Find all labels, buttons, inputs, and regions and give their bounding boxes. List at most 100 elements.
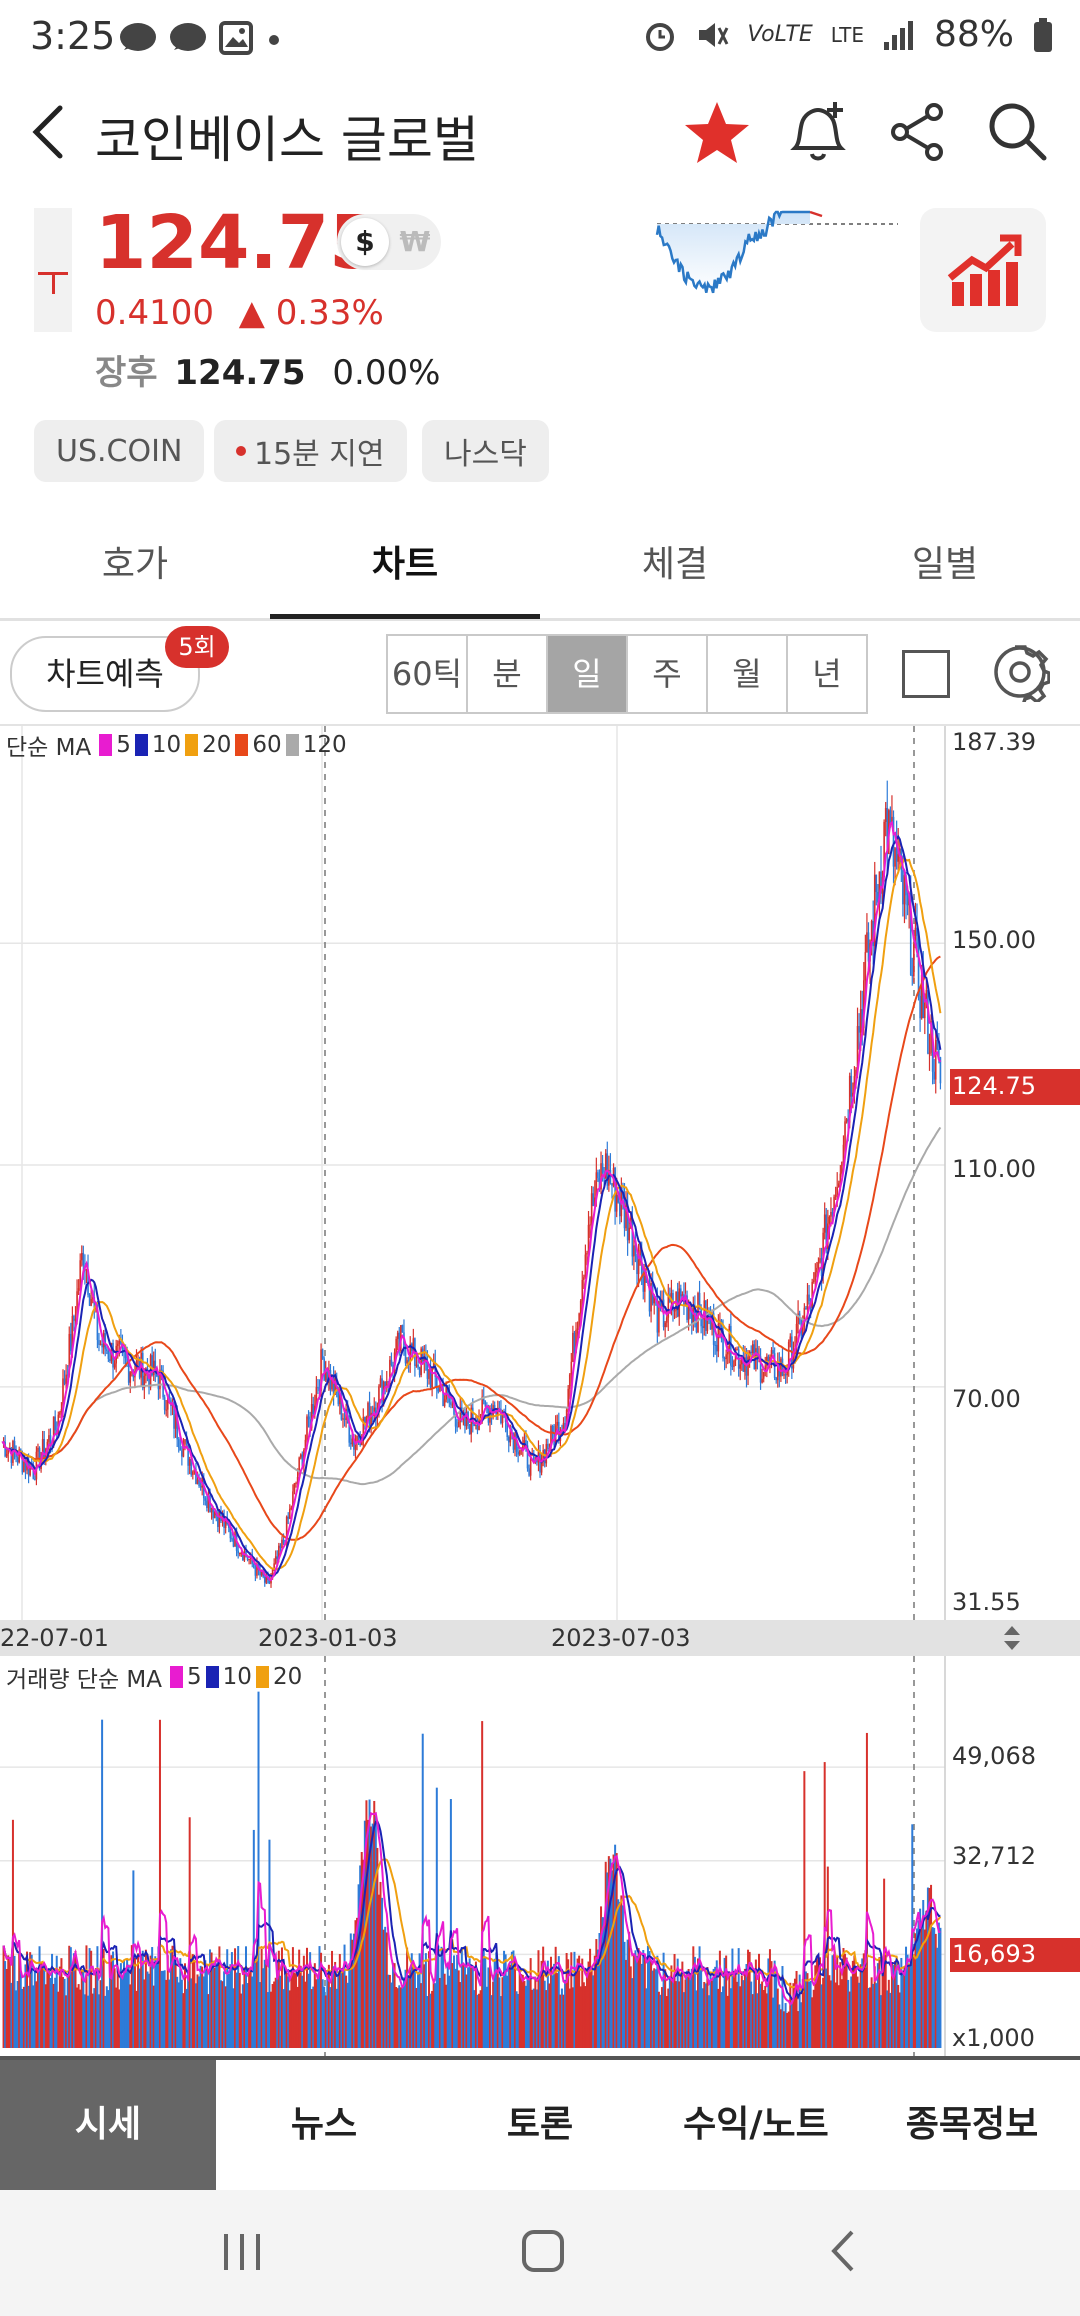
period-week[interactable]: 주 [628, 636, 708, 712]
volume-bar [565, 1953, 568, 2048]
candle-body [866, 932, 868, 953]
nav-news[interactable]: 뉴스 [216, 2060, 434, 2190]
delay-chip-label: 15분 지연 [254, 437, 385, 472]
candle-body [886, 808, 889, 855]
mini-intraday-chart[interactable] [655, 208, 900, 328]
candle-body [396, 1332, 399, 1339]
volume-bar [792, 1983, 795, 2048]
candle-body [780, 1358, 782, 1377]
volume-bar [304, 1981, 307, 2048]
volume-bar [737, 1948, 740, 2048]
x-axis-strip[interactable]: 22-07-01 2023-01-03 2023-07-03 [0, 1620, 1080, 1656]
candle-body [856, 1026, 859, 1070]
candle-body [35, 1451, 38, 1480]
candle-body [384, 1381, 386, 1388]
volume-bar [68, 1945, 71, 2048]
fullscreen-icon[interactable] [902, 650, 950, 698]
candle-body [575, 1329, 577, 1354]
period-minute[interactable]: 분 [468, 636, 548, 712]
candle-body [938, 1049, 940, 1058]
volume-bar [767, 1958, 770, 2048]
back-icon[interactable] [28, 102, 68, 162]
volume-bar [790, 2004, 793, 2048]
volume-bar [872, 1983, 875, 2048]
period-year[interactable]: 년 [812, 655, 842, 693]
candle-body [166, 1395, 169, 1410]
candle-body [237, 1550, 239, 1554]
tab-orderbook[interactable]: 호가 [101, 544, 169, 585]
currency-krw[interactable]: ₩ [399, 225, 431, 258]
tab-trades[interactable]: 체결 [641, 544, 709, 585]
volume-bar [707, 1995, 710, 2048]
volume-bar [295, 1973, 298, 2048]
candle-body [725, 1354, 727, 1360]
candle-body [428, 1369, 430, 1379]
volume-bar [431, 1990, 434, 2048]
volume-bar [488, 1963, 491, 2048]
volume-bar [470, 1967, 473, 2048]
volume-chart[interactable] [0, 1656, 1080, 2056]
chart-analysis-button[interactable] [920, 208, 1046, 332]
nav-stock-info[interactable]: 종목정보 [864, 2060, 1080, 2190]
tab-daily[interactable]: 일별 [911, 544, 979, 585]
candle-body [375, 1407, 377, 1417]
volume-bar [898, 1992, 901, 2048]
volume-bar [553, 1963, 556, 2048]
volume-bar [582, 1982, 585, 2048]
candle-body [595, 1172, 598, 1198]
volume-bar [765, 1993, 768, 2048]
volume-bar [302, 1955, 305, 2048]
system-back-icon[interactable] [824, 2226, 864, 2276]
tab-chart[interactable]: 차트 [371, 544, 439, 585]
volume-bar [41, 1968, 44, 2048]
volume-bar [318, 1946, 321, 2048]
chart-predict-button[interactable]: 차트예측 [10, 636, 200, 712]
volume-bar [310, 1989, 313, 2048]
candle-body [590, 1193, 593, 1225]
candle-body [536, 1460, 538, 1463]
candle-body [739, 1364, 742, 1369]
volume-bar [617, 1899, 620, 2048]
candle-body [339, 1393, 341, 1405]
nav-returns-notes[interactable]: 수익/노트 [648, 2060, 866, 2190]
nav-quote[interactable]: 시세 [0, 2060, 218, 2190]
volume-bar [360, 1852, 363, 2048]
volume-bar [725, 1955, 728, 2048]
price-candlestick-chart[interactable] [0, 726, 1080, 1620]
volume-bar [270, 1991, 273, 2048]
volume-bar [506, 1975, 509, 2048]
period-tick[interactable]: 60틱 [388, 636, 468, 712]
candle-body [276, 1556, 279, 1559]
volume-bar [80, 1969, 83, 2048]
resize-handle-icon[interactable] [1000, 1622, 1024, 1654]
nav-discussion[interactable]: 토론 [432, 2060, 650, 2190]
volume-bar [187, 1969, 190, 2048]
y-axis-label: 31.55 [952, 1588, 1021, 1616]
candle-body [762, 1371, 765, 1379]
recent-apps-icon[interactable] [218, 2230, 266, 2274]
volume-bar [40, 1962, 43, 2048]
candle-body [884, 808, 887, 822]
currency-toggle[interactable]: $ ₩ [337, 214, 441, 270]
currency-usd[interactable]: $ [341, 218, 389, 266]
favorite-star-icon[interactable] [682, 98, 752, 166]
candle-body [928, 1052, 931, 1054]
share-icon[interactable] [890, 102, 946, 162]
period-month[interactable]: 월 [708, 636, 788, 712]
volume-bar [238, 1972, 241, 2048]
candle-body [742, 1356, 745, 1372]
home-icon[interactable] [518, 2226, 568, 2276]
candle-body [834, 1194, 837, 1197]
search-icon[interactable] [986, 100, 1048, 162]
candle-body [831, 1211, 834, 1216]
volume-bar [739, 1986, 742, 2048]
bell-plus-icon[interactable] [785, 98, 851, 166]
volume-bar [734, 1969, 737, 2048]
settings-gear-icon[interactable] [990, 642, 1050, 702]
candle-body [747, 1356, 749, 1376]
volume-bar [180, 1979, 183, 2048]
volume-bar [628, 1931, 631, 2048]
period-day[interactable]: 일 [548, 636, 628, 712]
volume-bar [108, 1964, 111, 2048]
candle-body [157, 1376, 160, 1390]
